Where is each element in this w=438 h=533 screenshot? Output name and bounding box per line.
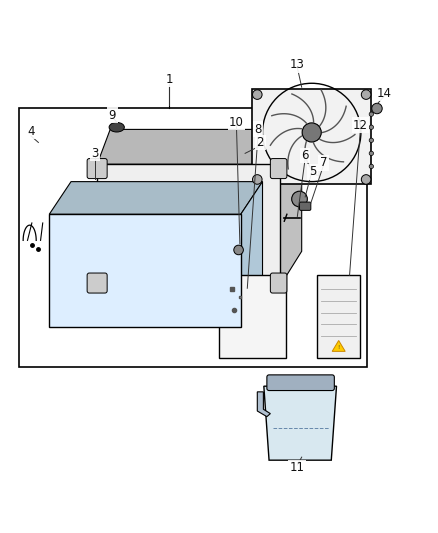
Ellipse shape bbox=[109, 123, 124, 132]
Circle shape bbox=[302, 123, 321, 142]
Polygon shape bbox=[241, 182, 262, 327]
Text: 2: 2 bbox=[257, 136, 264, 149]
Polygon shape bbox=[332, 341, 345, 351]
Circle shape bbox=[234, 245, 244, 255]
FancyBboxPatch shape bbox=[300, 202, 311, 211]
Bar bbox=[49, 214, 241, 327]
Text: 13: 13 bbox=[290, 59, 305, 71]
FancyBboxPatch shape bbox=[87, 158, 107, 179]
Text: 6: 6 bbox=[301, 149, 309, 162]
FancyBboxPatch shape bbox=[87, 273, 107, 293]
Text: 5: 5 bbox=[309, 165, 316, 178]
Circle shape bbox=[369, 112, 374, 116]
Bar bbox=[252, 89, 371, 184]
Circle shape bbox=[361, 175, 371, 184]
Circle shape bbox=[372, 103, 382, 114]
Text: 4: 4 bbox=[27, 125, 35, 138]
Text: 14: 14 bbox=[377, 87, 392, 100]
FancyBboxPatch shape bbox=[267, 375, 334, 391]
Text: 3: 3 bbox=[91, 147, 99, 160]
Circle shape bbox=[369, 138, 374, 142]
Text: 11: 11 bbox=[290, 461, 305, 474]
Circle shape bbox=[253, 175, 262, 184]
Circle shape bbox=[253, 90, 262, 99]
Bar bbox=[317, 275, 360, 358]
Circle shape bbox=[369, 164, 374, 168]
Polygon shape bbox=[280, 130, 302, 286]
Bar bbox=[97, 164, 280, 286]
Polygon shape bbox=[264, 386, 336, 460]
Text: 8: 8 bbox=[254, 123, 262, 136]
Text: 10: 10 bbox=[229, 116, 244, 128]
Polygon shape bbox=[257, 392, 270, 417]
FancyBboxPatch shape bbox=[270, 273, 287, 293]
Polygon shape bbox=[97, 130, 302, 164]
Text: 9: 9 bbox=[109, 109, 116, 122]
Polygon shape bbox=[49, 182, 262, 214]
Text: 7: 7 bbox=[320, 156, 327, 169]
FancyBboxPatch shape bbox=[270, 158, 287, 179]
Circle shape bbox=[369, 151, 374, 156]
Circle shape bbox=[369, 125, 374, 130]
Circle shape bbox=[361, 90, 371, 99]
Bar bbox=[219, 275, 286, 358]
Text: 1: 1 bbox=[165, 73, 173, 86]
Text: !: ! bbox=[338, 345, 340, 350]
Circle shape bbox=[292, 191, 307, 207]
Text: 12: 12 bbox=[353, 118, 368, 132]
Bar bbox=[19, 108, 367, 367]
